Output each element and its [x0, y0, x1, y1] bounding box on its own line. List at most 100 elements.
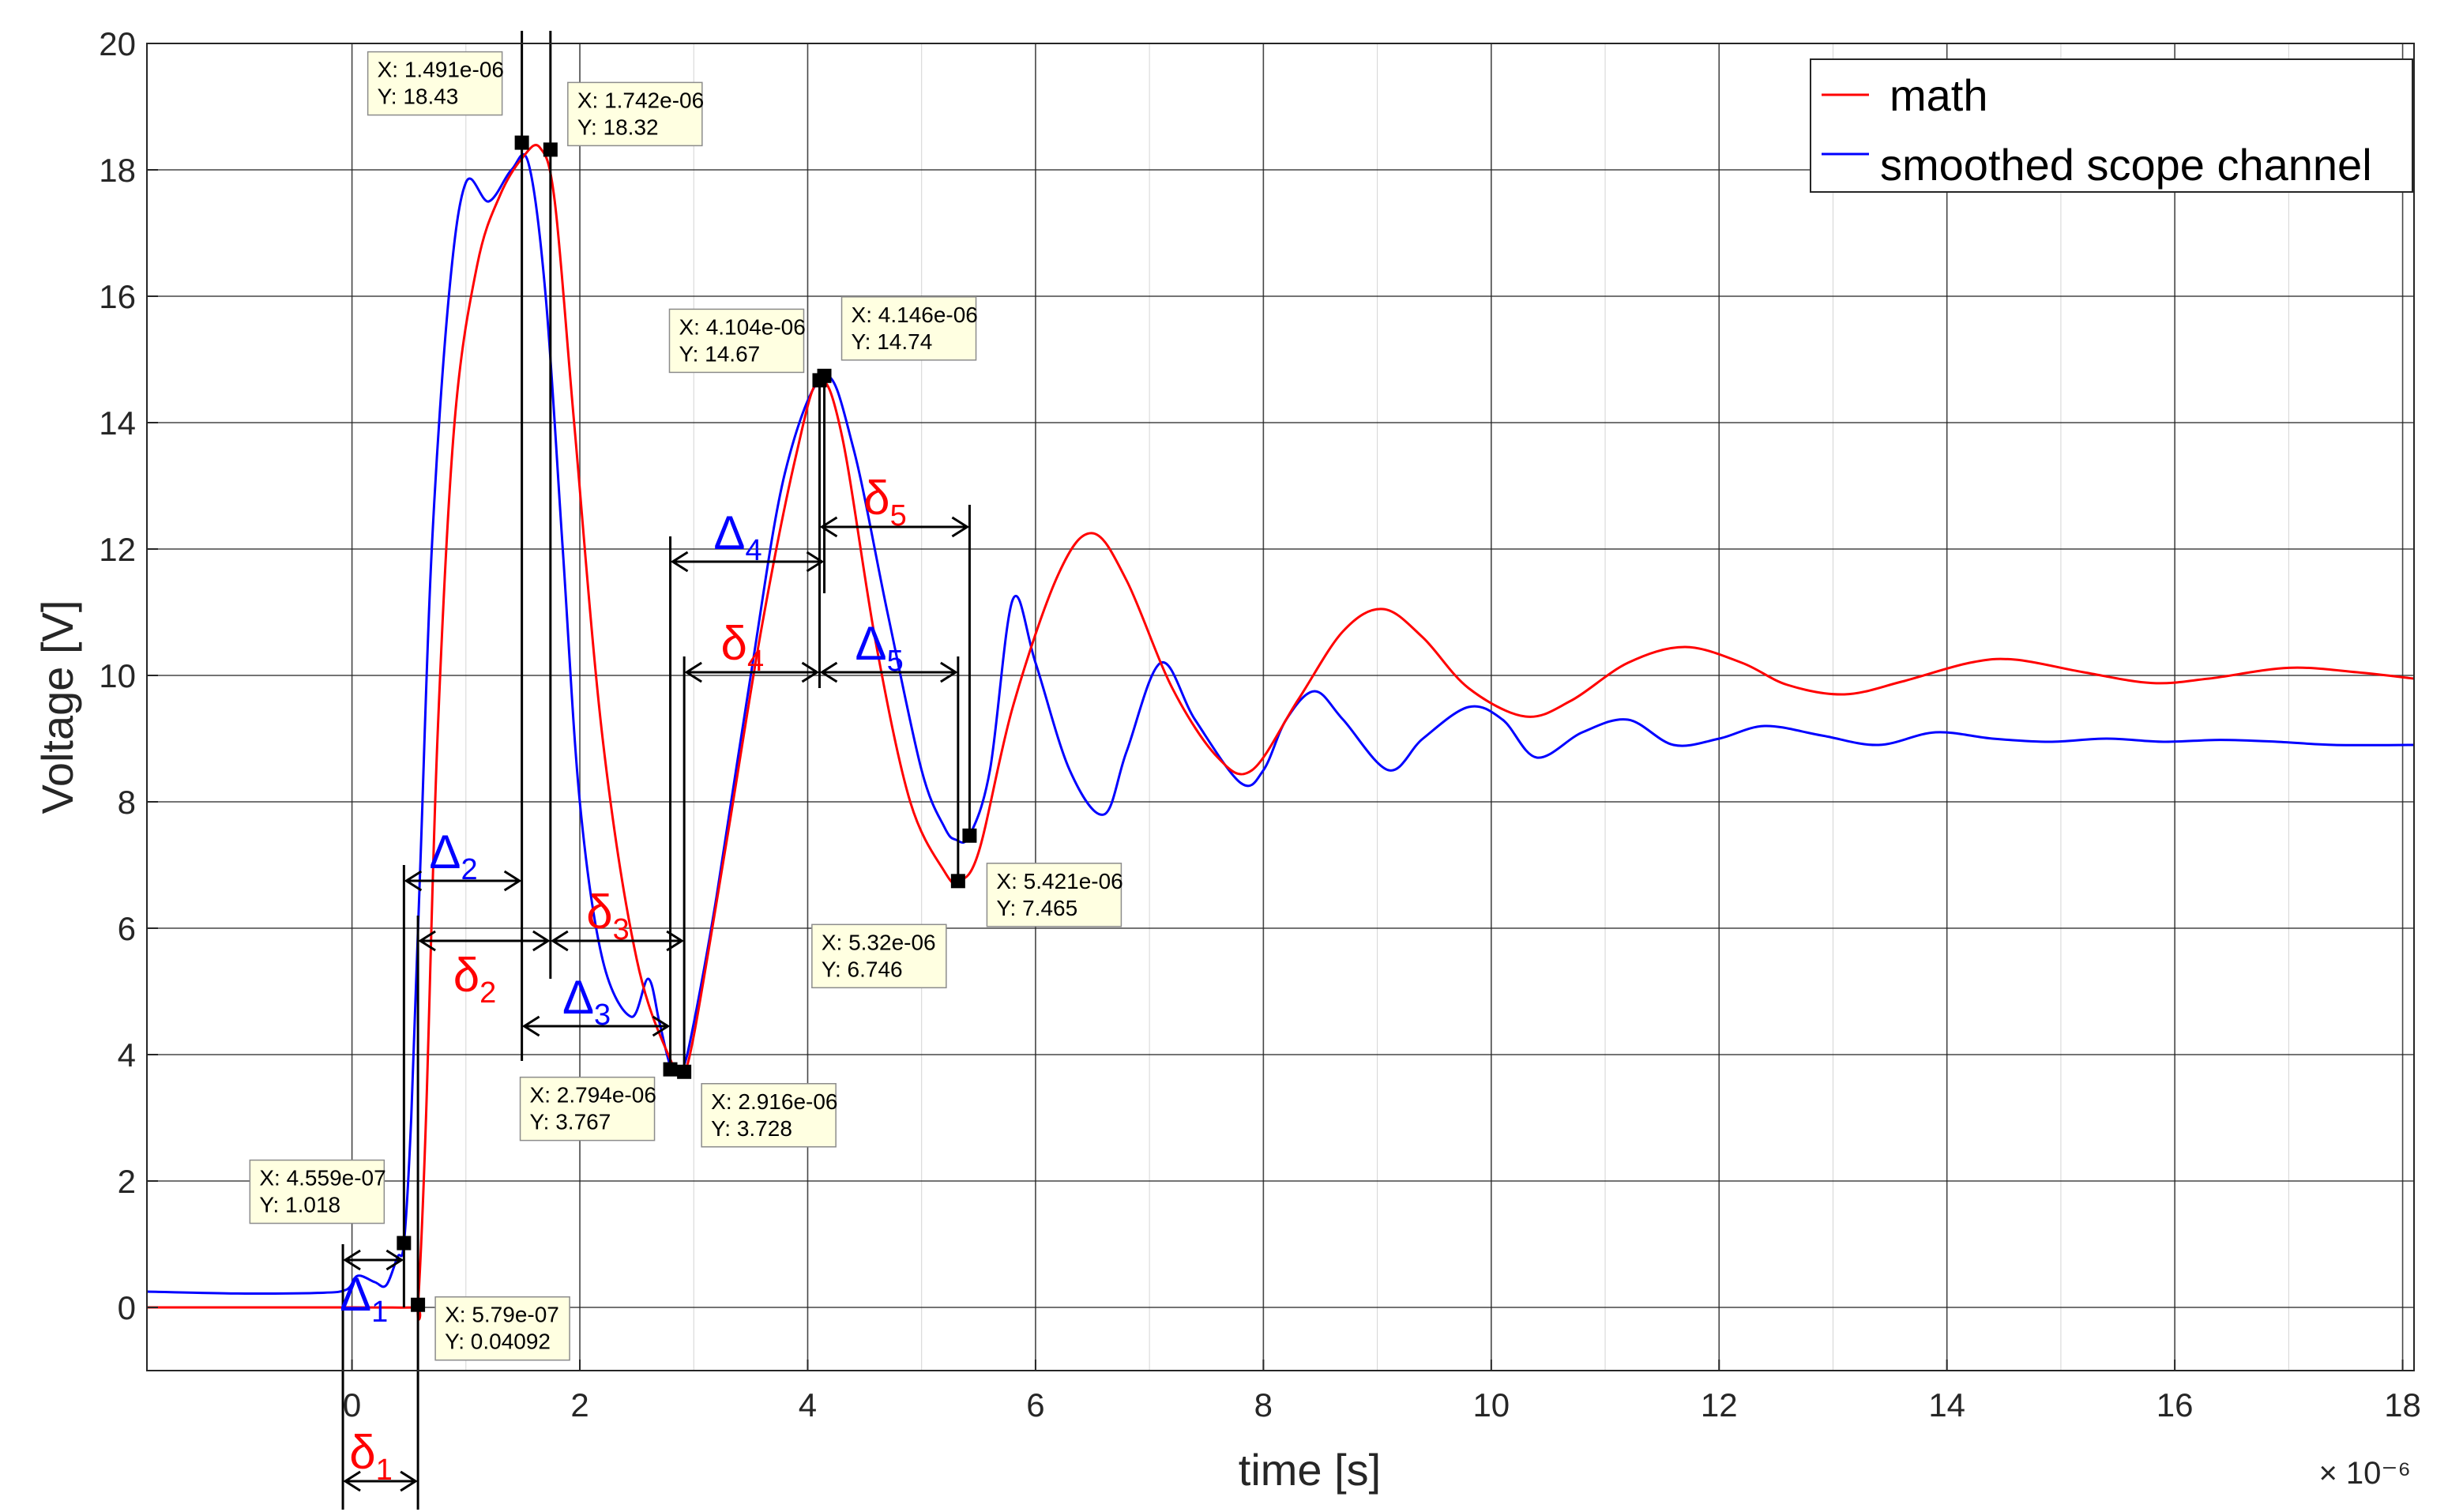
annotation-layer: Δ1 δ1 Δ2 δ2 δ3 Δ3 Δ4 δ4 δ5 Δ5	[340, 31, 971, 1510]
x-tick-label: 14	[1928, 1386, 1965, 1424]
arrowhead-left	[521, 1015, 540, 1037]
arrowhead-left	[819, 516, 838, 538]
arrowhead-right	[666, 930, 684, 952]
annotation-label: Δ1	[340, 1268, 388, 1329]
x-tick-label: 18	[2384, 1386, 2421, 1424]
annotation-label: Δ3	[562, 971, 611, 1032]
x-tick-label: 10	[1472, 1386, 1510, 1424]
y-tick-label: 12	[99, 531, 136, 568]
datatip-box	[668, 308, 805, 374]
datatip-layer: X: 1.491e-06 Y: 18.43 X: 1.742e-06 Y: 18.32…	[249, 51, 1123, 1361]
series-line-math	[147, 144, 2415, 1321]
datatip-marker	[397, 1236, 412, 1251]
arrowhead-right	[806, 551, 825, 573]
datatip-marker	[543, 142, 558, 157]
datatip-marker	[663, 1062, 678, 1077]
x-axis-exponent: × 10⁻⁶	[2318, 1456, 2411, 1491]
annotation-label: δ2	[453, 949, 497, 1010]
datatip-x-label: X: 1.742e-06	[577, 88, 704, 112]
y-tick-label: 4	[118, 1036, 136, 1074]
series-layer	[146, 144, 2415, 1321]
arrowhead-left	[343, 1470, 361, 1492]
x-tick-label: 16	[2157, 1386, 2194, 1424]
arrowhead-left	[343, 1249, 361, 1271]
datatip-x-label: X: 5.32e-06	[822, 930, 936, 954]
datatip-y-label: Y: 3.728	[711, 1116, 792, 1141]
annotation-label: Δ4	[713, 506, 761, 567]
datatip-marker	[817, 368, 832, 383]
legend-label-math: math	[1890, 70, 1988, 120]
arrowhead-right	[532, 930, 551, 952]
arrowhead-right	[652, 1015, 671, 1037]
y-tick-label: 8	[118, 784, 136, 821]
arrowhead-right	[400, 1470, 418, 1492]
datatip-box	[986, 863, 1122, 927]
arrowhead-right	[951, 516, 970, 538]
series-line-scope	[146, 152, 2415, 1296]
arrowhead-right	[503, 870, 522, 892]
arrowhead-left	[819, 661, 838, 683]
annotation-label: Δ5	[855, 617, 904, 678]
datatip-box	[249, 1159, 385, 1224]
arrowhead-right	[385, 1249, 404, 1271]
y-axis-label: Voltage [V]	[32, 600, 82, 814]
datatip-x-label: X: 2.916e-06	[711, 1089, 837, 1114]
datatip-y-label: Y: 14.67	[679, 341, 760, 366]
arrowhead-right	[940, 661, 958, 683]
arrowhead-left	[670, 551, 689, 573]
annotation-label: Δ2	[429, 826, 477, 886]
datatip-y-label: Y: 18.32	[577, 115, 659, 139]
y-tick-label: 16	[99, 278, 136, 315]
datatip-marker	[677, 1064, 692, 1079]
legend: math smoothed scope channel	[1810, 58, 2413, 193]
x-axis-label: time [s]	[1239, 1445, 1381, 1495]
datatip-x-label: X: 5.79e-07	[445, 1303, 559, 1327]
datatip-y-label: Y: 18.43	[378, 85, 459, 109]
plot-frame	[146, 43, 2415, 1371]
x-tick-label: 8	[1254, 1386, 1273, 1424]
datatip-y-label: Y: 1.018	[259, 1193, 340, 1217]
x-tick-label: 12	[1701, 1386, 1738, 1424]
y-tick-label: 14	[99, 404, 136, 442]
annotation-label: δ3	[586, 886, 630, 946]
datatip-y-label: Y: 3.767	[530, 1110, 611, 1134]
legend-label-scope: smoothed scope channel	[1880, 140, 2372, 190]
datatip-marker	[514, 135, 529, 150]
datatip-y-label: Y: 6.746	[822, 957, 903, 981]
datatip-y-label: Y: 14.74	[852, 329, 933, 354]
legend-box	[1810, 58, 2413, 193]
datatip-box	[567, 81, 703, 147]
datatip-box	[701, 1083, 837, 1148]
annotation-label: δ5	[863, 472, 907, 532]
annotation-label: δ1	[349, 1426, 393, 1487]
y-tick-label: 10	[99, 657, 136, 694]
x-tick-label: 0	[343, 1386, 361, 1424]
arrowhead-left	[418, 930, 436, 952]
datatip-x-label: X: 4.104e-06	[679, 314, 805, 339]
x-tick-label: 4	[799, 1386, 817, 1424]
arrowhead-left	[684, 661, 702, 683]
arrowhead-left	[551, 930, 569, 952]
y-tick-label: 18	[99, 152, 136, 189]
x-tick-label: 6	[1026, 1386, 1044, 1424]
datatip-y-label: Y: 7.465	[996, 896, 1077, 920]
datatip-marker	[411, 1297, 426, 1312]
arrowhead-right	[801, 661, 820, 683]
y-tick-label: 6	[118, 910, 136, 947]
y-tick-label: 2	[118, 1163, 136, 1200]
y-tick-label: 0	[118, 1289, 136, 1326]
datatip-x-label: X: 4.559e-07	[259, 1166, 385, 1190]
tick-layer: 0 2 4 6 8 10 12 14 16 18 0 2 4 6 8 10 12 14 16 18 20	[99, 25, 2421, 1424]
datatip-box	[811, 923, 947, 989]
datatip-box	[434, 1296, 570, 1361]
datatip-box	[840, 296, 977, 361]
datatip-box	[519, 1076, 656, 1142]
datatip-y-label: Y: 0.04092	[445, 1330, 551, 1354]
datatip-x-label: X: 2.794e-06	[530, 1083, 656, 1108]
arrowhead-left	[404, 870, 423, 892]
datatip-box	[367, 51, 503, 116]
datatip-x-label: X: 5.421e-06	[996, 869, 1122, 893]
annotation-label: δ4	[721, 617, 765, 678]
y-tick-label: 20	[99, 25, 136, 62]
